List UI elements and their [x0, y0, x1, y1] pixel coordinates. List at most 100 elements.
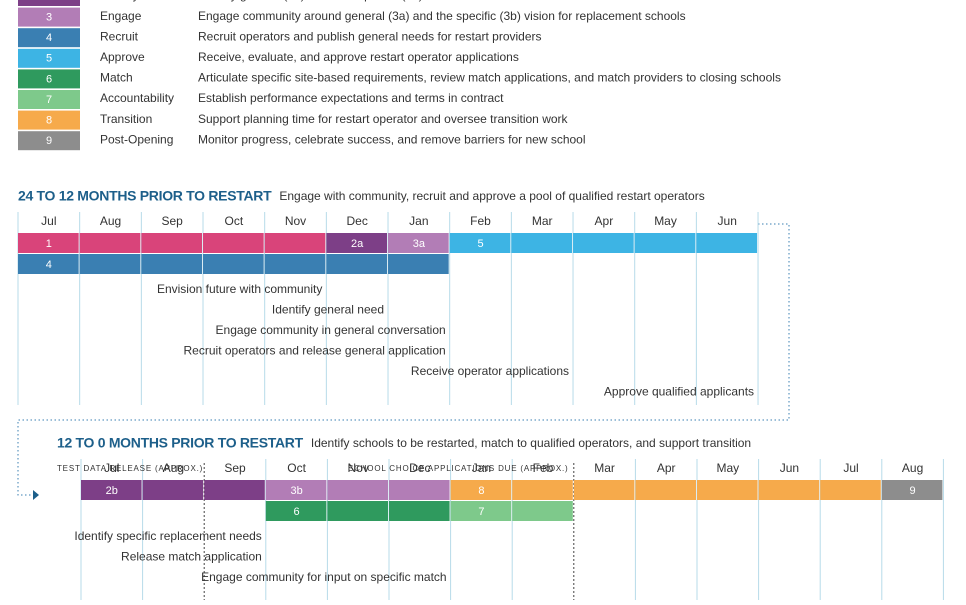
bar-cell — [450, 480, 512, 500]
bar-cell — [18, 233, 79, 253]
legend-label: Approve — [100, 50, 145, 64]
legend-key: 4 — [46, 32, 52, 44]
legend-swatch — [18, 131, 80, 151]
month: Apr — [657, 461, 676, 475]
bar-label: 9 — [910, 485, 916, 497]
bar-label: 3a — [413, 238, 426, 250]
legend-key: 7 — [46, 94, 52, 106]
legend-text: Articulate specific site-based requireme… — [198, 71, 781, 85]
legend-key: 3 — [46, 12, 52, 24]
legend-text: Monitor progress, celebrate success, and… — [198, 132, 586, 146]
bar-label: 1 — [46, 238, 52, 250]
bar-cell — [141, 233, 203, 253]
bar-label: 5 — [477, 238, 483, 250]
task: Receive operator applications — [411, 364, 569, 378]
bar-cell — [696, 233, 758, 253]
bar-cell — [512, 480, 573, 500]
task: Engage community in general conversation — [216, 323, 446, 337]
month: Aug — [100, 214, 121, 228]
bar-cell — [79, 233, 141, 253]
bar-cell — [327, 501, 388, 521]
legend-text: Recruit operators and publish general ne… — [198, 29, 542, 43]
bar-cell — [758, 480, 820, 500]
bar-cell — [820, 480, 881, 500]
legend-key: 8 — [46, 115, 52, 127]
legend-text: Establish performance expectations and t… — [198, 91, 504, 105]
legend-label: Identify — [100, 0, 139, 2]
month: Nov — [285, 214, 306, 228]
bar-cell — [203, 254, 264, 274]
legend-label: Transition — [100, 112, 152, 126]
month: Mar — [594, 461, 615, 475]
legend-swatch — [18, 69, 80, 89]
legend-label: Engage — [100, 9, 142, 23]
section-heading: 12 TO 0 MONTHS PRIOR TO RESTART — [57, 435, 304, 451]
bar-label: 6 — [294, 506, 300, 518]
connector — [17, 223, 790, 496]
bar-cell — [635, 480, 696, 500]
legend-label: Accountability — [100, 91, 174, 105]
month: Dec — [347, 214, 368, 228]
bar-cell — [573, 233, 634, 253]
month: May — [716, 461, 739, 475]
legend-swatch — [18, 90, 80, 109]
bar-cell — [265, 501, 327, 521]
legend-text: Support planning time for restart operat… — [198, 112, 569, 126]
bar-cell — [450, 501, 512, 521]
task: Engage community for input on specific m… — [201, 570, 446, 584]
bar-cell — [81, 480, 142, 500]
month: Jun — [780, 461, 799, 475]
bar-cell — [79, 254, 141, 274]
month: Jan — [409, 214, 428, 228]
month: May — [654, 214, 677, 228]
bar-cell — [512, 501, 573, 521]
legend-swatch — [18, 7, 80, 27]
task: Identify general need — [272, 303, 384, 317]
legend-label: Recruit — [100, 29, 139, 43]
bar-cell — [573, 480, 635, 500]
bar-cell — [204, 480, 265, 500]
bar-label: 8 — [478, 485, 484, 497]
marker-label: TEST DATA RELEASE (APPROX.) — [57, 464, 203, 473]
legend-text: Identify general (2a) and then specific … — [198, 0, 514, 2]
legend-key: 6 — [46, 73, 52, 85]
legend-swatch — [18, 28, 80, 48]
section-subtitle: Engage with community, recruit and appro… — [279, 189, 704, 203]
legend-label: Match — [100, 71, 133, 85]
month: Jul — [104, 461, 119, 475]
bar-cell — [881, 480, 943, 500]
bar-label: 2a — [351, 238, 364, 250]
bar-cell — [511, 233, 573, 253]
month: Jul — [843, 461, 858, 475]
bar-cell — [634, 233, 696, 253]
marker-label: SCHOOL CHOICE APPLICATIONS DUE (APPROX.) — [348, 464, 568, 473]
month: Jul — [41, 214, 56, 228]
bar-label: 2b — [106, 485, 118, 497]
month: Jun — [718, 214, 737, 228]
bar-cell — [18, 254, 79, 274]
bar-label: 4 — [46, 259, 52, 271]
bar-cell — [697, 480, 758, 500]
bar-cell — [388, 254, 449, 274]
bar-cell — [326, 233, 388, 253]
month: Mar — [532, 214, 553, 228]
legend-text: Receive, evaluate, and approve restart o… — [198, 50, 519, 64]
section-subtitle: Identify schools to be restarted, match … — [311, 436, 751, 450]
month: Aug — [163, 461, 184, 475]
bar-cell — [449, 233, 511, 253]
legend-swatch — [18, 48, 80, 68]
legend-swatch — [18, 110, 80, 130]
month: Apr — [595, 214, 614, 228]
task: Envision future with community — [157, 282, 322, 296]
month: Oct — [287, 461, 306, 475]
legend-text: Engage community around general (3a) and… — [198, 9, 686, 23]
bar-cell — [388, 233, 449, 253]
month: Jan — [472, 461, 491, 475]
task: Identify specific replacement needs — [74, 529, 261, 543]
bar-cell — [141, 254, 203, 274]
bar-cell — [264, 254, 326, 274]
bar-cell — [389, 501, 450, 521]
bar-cell — [265, 480, 327, 500]
arrow — [33, 490, 39, 500]
